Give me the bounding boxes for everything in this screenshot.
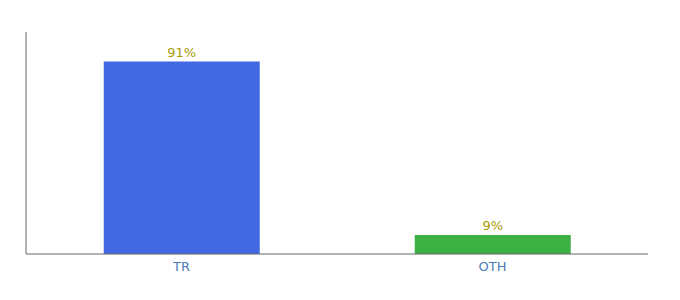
svg-text:TR: TR [172,259,190,274]
svg-text:91%: 91% [167,45,196,60]
svg-text:9%: 9% [482,218,503,233]
svg-text:OTH: OTH [479,259,507,274]
